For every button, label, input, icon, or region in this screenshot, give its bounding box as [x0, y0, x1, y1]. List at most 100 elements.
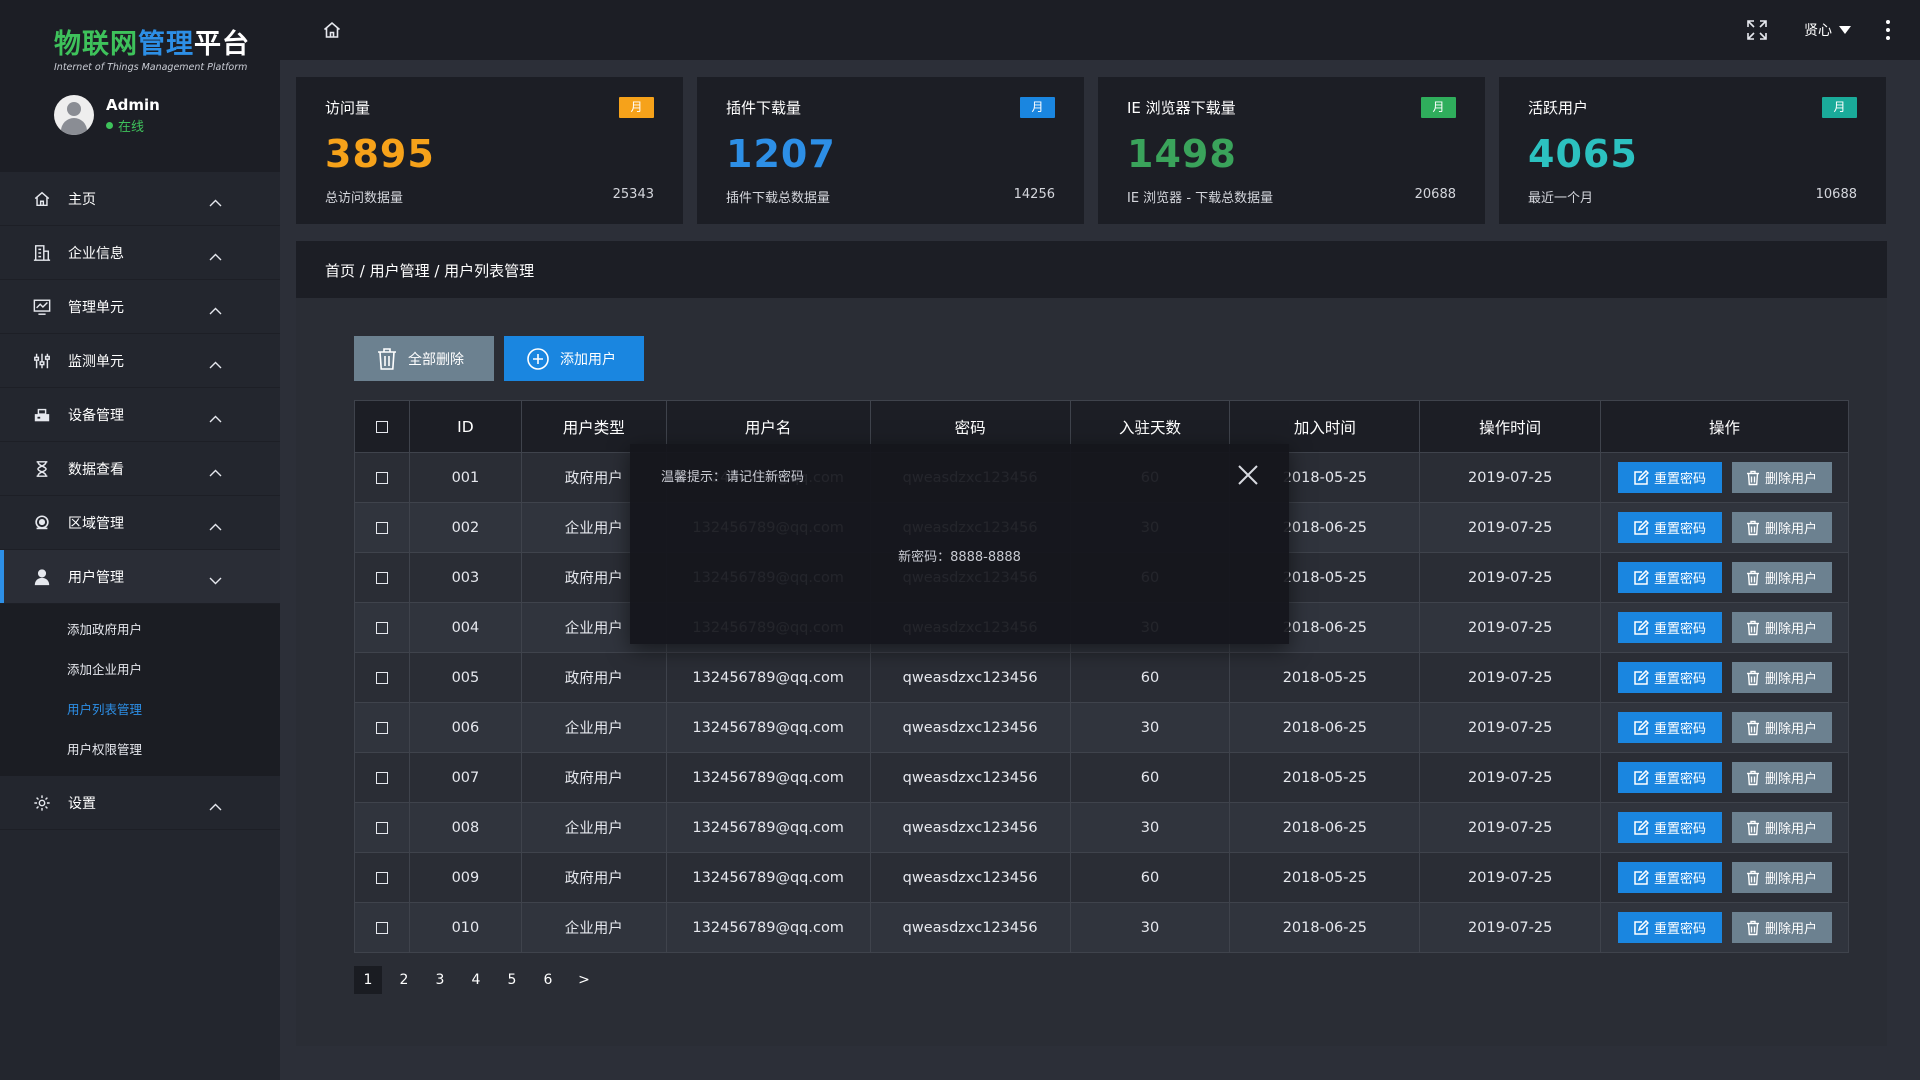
edit-icon: [1634, 669, 1650, 685]
cell-actions: 重置密码 删除用户: [1600, 602, 1849, 653]
stat-card-value: 1207: [726, 132, 836, 176]
col-header-actions: 操作: [1600, 400, 1849, 453]
edit-icon: [1634, 869, 1650, 885]
row-checkbox[interactable]: [354, 702, 410, 753]
row-checkbox[interactable]: [354, 902, 410, 953]
sidebar-item-device[interactable]: 设备管理: [0, 388, 280, 442]
trash-icon: [1747, 720, 1760, 735]
trash-icon: [1747, 520, 1760, 535]
row-checkbox[interactable]: [354, 852, 410, 903]
sidebar-item-building[interactable]: 企业信息: [0, 226, 280, 280]
cell-op-date: 2019-07-25: [1419, 852, 1602, 903]
next-page-button[interactable]: >: [578, 972, 590, 988]
close-icon[interactable]: [1237, 464, 1259, 490]
modal-message: 新密码：8888-8888: [898, 550, 1021, 565]
cell-actions: 重置密码 删除用户: [1600, 502, 1849, 553]
sidebar-item-location[interactable]: 区域管理: [0, 496, 280, 550]
sidebar-item-monitor-chart[interactable]: 管理单元: [0, 280, 280, 334]
reset-password-button[interactable]: 重置密码: [1617, 862, 1722, 893]
sidebar-item-gear[interactable]: 设置: [0, 776, 280, 830]
edit-icon: [1634, 769, 1650, 785]
delete-user-button[interactable]: 删除用户: [1731, 612, 1832, 643]
cell-op-date: 2019-07-25: [1419, 452, 1602, 503]
submenu-item[interactable]: 用户列表管理: [67, 702, 143, 717]
sidebar-item-label: 管理单元: [68, 299, 124, 316]
reset-password-button[interactable]: 重置密码: [1617, 662, 1722, 693]
page-button[interactable]: 6: [543, 972, 553, 988]
row-checkbox[interactable]: [354, 602, 410, 653]
edit-icon: [1634, 719, 1650, 735]
cell-password: qweasdzxc123456: [869, 902, 1071, 953]
submenu-item[interactable]: 添加政府用户: [67, 622, 143, 637]
building-icon: [32, 243, 52, 263]
period-badge: 月: [1822, 97, 1857, 118]
sidebar-item-hourglass[interactable]: 数据查看: [0, 442, 280, 496]
delete-user-button[interactable]: 删除用户: [1731, 712, 1832, 743]
page-button[interactable]: 3: [435, 972, 445, 988]
reset-password-button[interactable]: 重置密码: [1617, 462, 1722, 493]
gear-icon: [32, 793, 52, 813]
cell-actions: 重置密码 删除用户: [1600, 852, 1849, 903]
cell-days: 30: [1069, 702, 1231, 753]
sidebar-item-home[interactable]: 主页: [0, 172, 280, 226]
home-icon[interactable]: [322, 20, 342, 44]
table-row: 008 企业用户 132456789@qq.com qweasdzxc123456 30…: [354, 802, 1849, 853]
row-checkbox[interactable]: [354, 552, 410, 603]
page-button[interactable]: 1: [354, 966, 382, 994]
more-vertical-icon[interactable]: [1886, 20, 1890, 40]
delete-user-button[interactable]: 删除用户: [1731, 662, 1832, 693]
reset-password-button[interactable]: 重置密码: [1617, 762, 1722, 793]
delete-all-button[interactable]: 全部删除: [354, 336, 494, 381]
cell-password: qweasdzxc123456: [869, 802, 1071, 853]
cell-op-date: 2019-07-25: [1419, 752, 1602, 803]
page-button[interactable]: 5: [507, 972, 517, 988]
cell-op-date: 2019-07-25: [1419, 902, 1602, 953]
device-icon: [32, 405, 52, 425]
col-header-id: ID: [408, 400, 522, 453]
caret-down-icon: [1839, 26, 1851, 34]
sidebar-item-sliders[interactable]: 监测单元: [0, 334, 280, 388]
logo-subtitle: Internet of Things Management Platform: [54, 62, 248, 73]
reset-password-button[interactable]: 重置密码: [1617, 612, 1722, 643]
reset-password-button[interactable]: 重置密码: [1617, 912, 1722, 943]
delete-user-button[interactable]: 删除用户: [1731, 862, 1832, 893]
row-checkbox[interactable]: [354, 752, 410, 803]
submenu-item[interactable]: 添加企业用户: [67, 662, 143, 677]
reset-password-button[interactable]: 重置密码: [1617, 512, 1722, 543]
delete-user-button[interactable]: 删除用户: [1731, 912, 1832, 943]
user-icon: [32, 567, 52, 587]
sidebar-item-user[interactable]: 用户管理: [0, 550, 280, 604]
period-badge: 月: [619, 97, 654, 118]
page-button[interactable]: 2: [399, 972, 409, 988]
delete-user-button[interactable]: 删除用户: [1731, 762, 1832, 793]
row-checkbox[interactable]: [354, 452, 410, 503]
reset-password-button[interactable]: 重置密码: [1617, 712, 1722, 743]
cell-username: 132456789@qq.com: [665, 752, 871, 803]
add-user-button[interactable]: 添加用户: [504, 336, 644, 381]
stat-card-title: 访问量: [325, 99, 371, 117]
cell-op-date: 2019-07-25: [1419, 502, 1602, 553]
home-icon: [32, 189, 52, 209]
select-all-checkbox[interactable]: [354, 400, 410, 453]
delete-user-button[interactable]: 删除用户: [1731, 812, 1832, 843]
user-dropdown[interactable]: 贤心: [1804, 20, 1852, 40]
cell-username: 132456789@qq.com: [665, 802, 871, 853]
fullscreen-icon[interactable]: [1746, 19, 1768, 41]
edit-icon: [1634, 519, 1650, 535]
row-checkbox[interactable]: [354, 652, 410, 703]
submenu-item[interactable]: 用户权限管理: [67, 742, 143, 757]
cell-password: qweasdzxc123456: [869, 702, 1071, 753]
user-name: Admin: [106, 95, 160, 114]
row-checkbox[interactable]: [354, 802, 410, 853]
row-checkbox[interactable]: [354, 502, 410, 553]
delete-user-button[interactable]: 删除用户: [1731, 512, 1832, 543]
reset-password-button[interactable]: 重置密码: [1617, 562, 1722, 593]
delete-user-button[interactable]: 删除用户: [1731, 562, 1832, 593]
trash-icon: [378, 347, 396, 370]
page-button[interactable]: 4: [471, 972, 481, 988]
reset-password-button[interactable]: 重置密码: [1617, 812, 1722, 843]
cell-password: qweasdzxc123456: [869, 652, 1071, 703]
trash-icon: [1747, 670, 1760, 685]
delete-user-button[interactable]: 删除用户: [1731, 462, 1832, 493]
stat-card-total: 14256: [1013, 187, 1055, 202]
